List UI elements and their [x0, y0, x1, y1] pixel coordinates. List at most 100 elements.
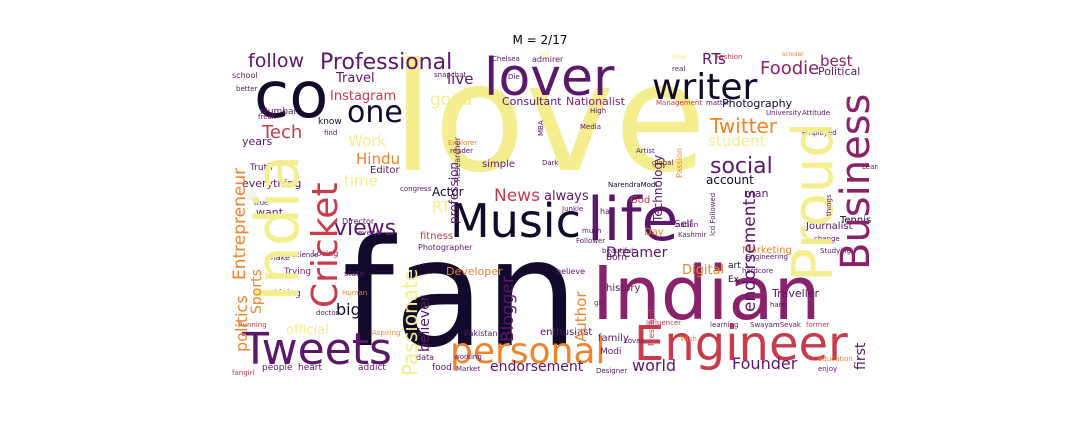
word-running: Running	[238, 321, 267, 329]
word-girl: girl	[594, 299, 606, 307]
word-former: former	[806, 321, 830, 329]
word-endorsement: endorsement	[490, 359, 584, 375]
word-hard: hard	[770, 301, 786, 309]
word-believer: believer	[417, 295, 433, 352]
word-dreamer: Dreamer	[606, 245, 668, 261]
word-swayamsevak: SwayamSevak	[750, 321, 801, 329]
word-reader: reader	[450, 147, 473, 155]
word-junkie: Junkie	[562, 205, 584, 213]
word-things: things	[825, 194, 833, 216]
word-every: every	[358, 229, 378, 237]
word-fitness: fitness	[420, 231, 454, 242]
word-founder: Founder	[732, 354, 798, 373]
word-life: life	[587, 185, 679, 255]
word-music: Music	[450, 194, 581, 248]
word-truth: Truth	[250, 163, 273, 173]
word-market: Market	[456, 365, 481, 373]
word-tech: Tech	[262, 122, 303, 143]
word-human: Human	[342, 289, 368, 297]
word-congress: congress	[400, 185, 432, 193]
word-researcher: Researcher	[453, 137, 462, 182]
word-know: know	[318, 117, 342, 127]
word-lover: lover	[484, 52, 615, 108]
word-tennis: Tennis	[840, 215, 872, 226]
word-news: News	[494, 186, 540, 206]
word-politics: politics	[232, 295, 251, 352]
word-consultant: Consultant	[502, 95, 562, 108]
word-sports: Sports	[249, 269, 265, 314]
word-media: Media	[580, 123, 602, 131]
word-addict: addict	[358, 363, 386, 373]
word-editor: Editor	[370, 165, 400, 176]
word-engineering: Engineering	[746, 253, 788, 261]
word-follow: follow	[248, 52, 305, 72]
word-freak: freak	[258, 113, 276, 121]
word-true: true	[254, 199, 269, 207]
word-admirer: admirer	[532, 55, 564, 64]
word-employed: employed	[802, 129, 837, 137]
word-loves: Loves	[624, 337, 645, 345]
word-loving: Loving	[312, 249, 339, 258]
word-indian: Indian	[592, 251, 821, 337]
word-hardcore: hardcore	[742, 267, 774, 275]
word-learner: Learner	[862, 163, 878, 171]
word-enjoy: enjoy	[818, 365, 838, 373]
word-follower: Follower	[576, 237, 606, 245]
word-data: data	[416, 353, 435, 362]
word-nation: nation	[676, 221, 699, 229]
word-hindu: Hindu	[356, 150, 400, 168]
word-technology: Technology	[651, 154, 665, 222]
word-simple: simple	[482, 159, 516, 170]
word-people: people	[262, 363, 293, 373]
word-photography: Photography	[722, 97, 793, 110]
word-sad: Sad	[538, 52, 550, 58]
word-believe: believe	[556, 267, 586, 276]
word-family: family	[598, 333, 629, 344]
word-mba: MBA	[537, 120, 545, 136]
word-heart: heart	[298, 363, 322, 373]
word-years: years	[242, 135, 273, 148]
word-views: views	[334, 216, 397, 241]
word-beautiful: beautiful	[602, 247, 634, 255]
word-explorer: Explorer	[448, 139, 478, 147]
word-real: real	[672, 65, 686, 73]
word-love: love	[392, 52, 707, 206]
word-always: always	[544, 189, 589, 204]
word-lcd: lcd Followed	[709, 192, 717, 236]
word-ex: Ex	[728, 275, 740, 285]
word-time: time	[344, 172, 378, 190]
word-co: co	[254, 59, 329, 133]
word-living: Living	[274, 289, 301, 299]
word-blogger: Blogger	[498, 276, 518, 342]
word-dark: Dark	[542, 159, 559, 167]
word-doctor: doctor	[316, 309, 339, 317]
word-high: High	[590, 107, 607, 115]
word-world: world	[632, 356, 677, 375]
word-pakistan: Pakistan	[464, 329, 498, 338]
word-born: Born	[606, 253, 627, 263]
word-journalist: Journalist	[806, 221, 853, 232]
word-scholar: scholar	[782, 52, 804, 58]
word-global: global	[652, 159, 674, 167]
word-university: University	[766, 109, 802, 117]
word-account: account	[706, 173, 754, 187]
word-kashmir: Kashmir	[678, 231, 707, 239]
word-find: find	[324, 129, 338, 137]
word-science: science	[292, 251, 319, 259]
word-fashion: Fashion	[716, 53, 743, 61]
word-tweets: Tweets	[242, 324, 392, 375]
word-fan: fan	[342, 208, 579, 380]
word-hai: hai	[600, 207, 613, 216]
word-management: Management	[656, 99, 703, 107]
word-fangirl: fangirl	[232, 369, 255, 377]
word-travel: Travel	[336, 71, 375, 86]
word-one: one	[347, 95, 403, 130]
word-official: official	[286, 323, 329, 338]
word-want: want	[256, 206, 284, 219]
word-wish: Wish	[680, 335, 697, 343]
word-personal: personal	[450, 331, 606, 372]
word-self: Self	[674, 219, 693, 230]
word-big: big	[336, 300, 361, 319]
word-rts: RTs	[702, 52, 726, 68]
word-free: Free	[672, 53, 687, 61]
